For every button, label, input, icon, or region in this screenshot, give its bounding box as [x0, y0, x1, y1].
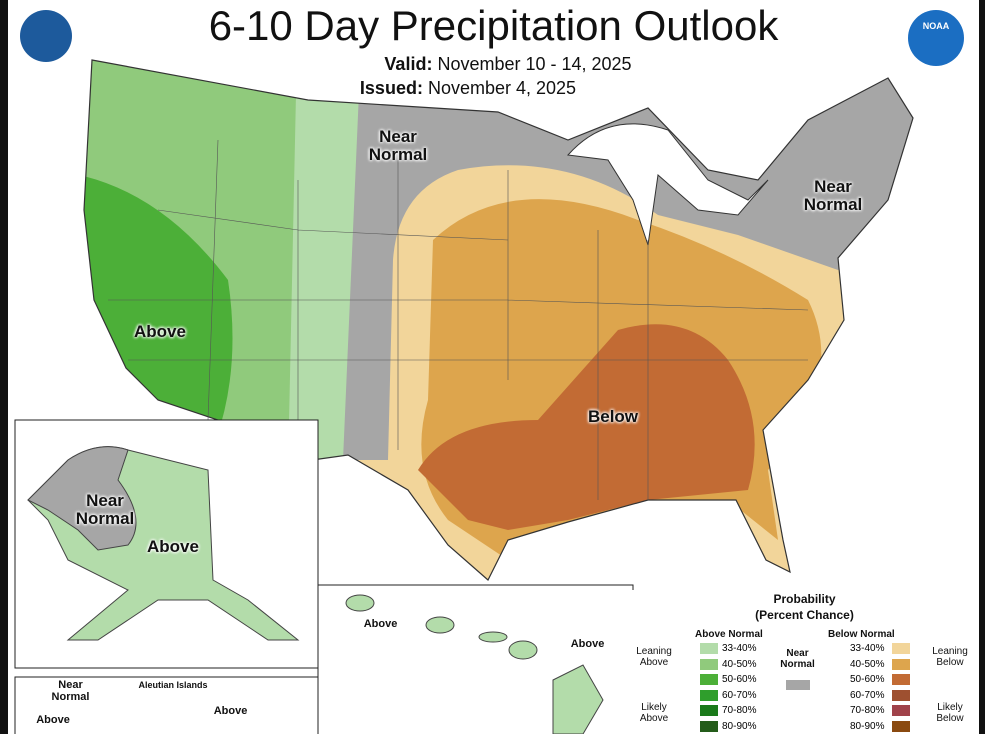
alaska-near: [27, 446, 137, 551]
legend-range: 80-90%: [722, 720, 757, 732]
valid-line: Valid: November 10 - 14, 2025: [308, 55, 708, 74]
legend-swatch: [892, 689, 910, 701]
legend-range: 60-70%: [722, 689, 757, 701]
map-label: Near Normal: [368, 127, 428, 164]
noaa-logo: [908, 10, 964, 66]
legend-swatch: [700, 705, 718, 716]
map-label: Near Normal: [803, 177, 863, 214]
legend-title: Probability: [773, 592, 836, 606]
leaning-label: Leaning Above: [636, 646, 672, 668]
legend-range: 33-40%: [850, 643, 885, 654]
likely-label: Likely Below: [936, 702, 964, 724]
likely-label: Likely Above: [639, 702, 669, 724]
noaa-text: NOAA: [922, 21, 950, 31]
map-label: Above: [147, 537, 199, 556]
legend-subtitle: (Percent Chance): [755, 608, 854, 622]
legend-range: 70-80%: [850, 705, 885, 716]
valid-dates: November 10 - 14, 2025: [437, 54, 632, 74]
map-canvas: 6-10 Day Precipitation Outlook Valid: No…: [8, 0, 979, 734]
great-lakes: [566, 123, 769, 246]
legend-range: 80-90%: [850, 720, 885, 732]
legend-swatch: [700, 720, 718, 732]
issued-date: November 4, 2025: [427, 78, 577, 98]
legend-heading: Above Normal: [695, 629, 763, 640]
title: 6-10 Day Precipitation Outlook: [208, 2, 779, 49]
legend-heading: Below Normal: [828, 629, 895, 640]
legend-swatch: [700, 643, 718, 654]
legend-swatch: [892, 674, 910, 685]
legend-range: 50-60%: [722, 674, 757, 685]
legend-range: 60-70%: [850, 689, 885, 701]
legend-range: 50-60%: [850, 674, 885, 685]
map-label: Above: [570, 638, 605, 650]
near-label: Near Normal: [780, 648, 815, 670]
zone: [418, 324, 755, 530]
map-label: Below: [587, 407, 639, 426]
legend-swatch: [700, 689, 718, 701]
legend-swatch: [892, 643, 910, 654]
legend-swatch: [700, 658, 718, 670]
valid-label: Valid:: [384, 54, 433, 74]
legend-range: 70-80%: [722, 705, 757, 716]
legend-range: 40-50%: [850, 658, 885, 670]
legend-range: 40-50%: [722, 658, 757, 670]
map-label: Above: [134, 322, 186, 341]
zone: [84, 169, 233, 460]
issued-line: Issued: November 4, 2025: [308, 79, 628, 98]
map: [14, 10, 964, 734]
legend-range: 33-40%: [722, 643, 757, 654]
map-label: Above: [363, 618, 398, 630]
legend-swatch: [700, 674, 718, 685]
map-label: Above: [213, 705, 248, 717]
leaning-label: Leaning Below: [932, 646, 968, 668]
map-label: Aleutian Islands: [138, 680, 208, 690]
hawaii-islands: [345, 594, 604, 734]
issued-label: Issued:: [359, 78, 423, 98]
map-label: Near Normal: [51, 679, 90, 703]
legend-swatch: [892, 658, 910, 670]
map-label: Near Normal: [75, 491, 135, 528]
legend-swatch: [892, 720, 910, 732]
near-swatch: [786, 680, 810, 690]
state-lines: [108, 139, 809, 500]
aleutian-inset: [14, 676, 319, 734]
map-label: Above: [36, 714, 70, 726]
doc-logo: [20, 10, 72, 62]
legend-swatch: [892, 705, 910, 716]
legend: Probability (Percent Chance) Above Norma…: [630, 590, 979, 734]
